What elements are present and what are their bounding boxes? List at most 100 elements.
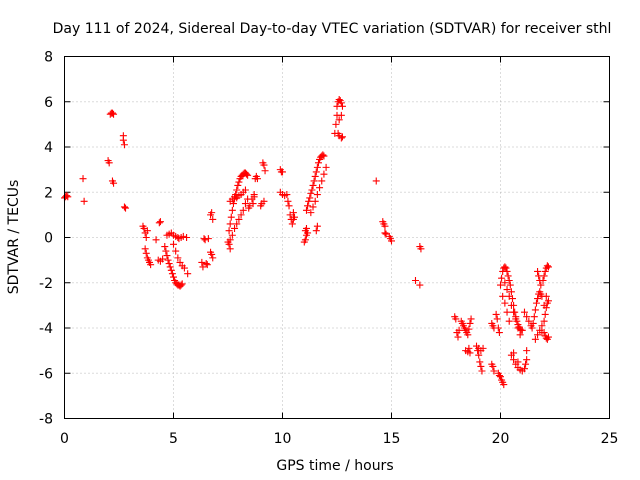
data-point [465,325,473,333]
data-point [464,331,472,339]
data-point [249,200,257,208]
data-point [311,197,319,205]
data-point [105,159,113,167]
data-point [142,249,150,257]
data-point [505,317,513,325]
data-point [388,237,395,245]
data-point [534,267,542,275]
data-point [499,292,507,300]
data-point [322,163,330,171]
x-axis-label: GPS time / hours [276,458,393,474]
data-point [168,270,176,278]
data-point [503,286,511,294]
data-point [466,349,474,357]
data-point [261,167,269,175]
data-point [523,356,531,364]
data-point [226,220,234,228]
data-point [155,219,163,227]
data-point [540,272,548,280]
data-point [512,315,520,323]
data-point [184,270,192,278]
data-point [110,110,118,118]
y-axis-label: SDTVAR / TECUs [6,180,22,295]
data-point [208,250,216,258]
data-point [302,206,310,214]
data-point [337,134,345,142]
data-point [452,315,460,323]
data-point [531,306,539,314]
data-point [177,281,185,289]
data-point [497,373,504,381]
data-point [309,203,317,211]
data-point [514,358,522,366]
y-tick-label: 0 [44,231,53,247]
data-point [250,193,258,201]
data-point [198,258,206,266]
data-point [516,331,524,339]
data-point [304,202,312,210]
data-point [320,170,328,178]
data-point [501,263,509,271]
data-point [305,197,313,205]
data-point [532,299,540,307]
data-point [226,245,234,253]
data-point [199,263,207,271]
data-point [504,272,512,280]
data-point [498,274,506,282]
data-point [302,224,310,232]
data-point [204,235,212,243]
data-point [307,189,315,197]
data-point [110,179,118,187]
data-point [510,349,518,357]
data-point [534,295,542,303]
data-point [162,247,170,255]
data-point [510,308,518,316]
data-point [301,236,309,244]
data-points [61,95,552,389]
data-point [166,263,174,271]
data-point [260,161,268,169]
data-point [233,220,241,228]
data-point [523,313,531,321]
data-point [237,211,245,219]
data-point [529,319,537,327]
y-tick-label: -4 [39,321,53,337]
data-point [165,260,173,268]
data-point [253,175,261,183]
data-point [465,344,473,352]
tick-labels: 0 5 10 15 20 25 -8 -6 -4 -2 0 2 4 6 8 [39,50,618,448]
data-point [227,213,235,221]
data-point [64,193,72,201]
data-point [493,315,501,323]
data-point [505,276,513,284]
data-point [152,236,160,244]
data-point [241,186,249,194]
data-point [283,191,291,199]
data-point [233,186,241,194]
data-point [170,273,177,281]
data-point [156,218,164,226]
data-point [479,344,487,352]
data-point [142,234,150,241]
data-point [119,136,127,144]
data-point [313,222,321,230]
data-point [520,308,528,316]
data-point [201,236,209,244]
data-point [454,333,462,341]
data-point [183,234,191,241]
chart-title: Day 111 of 2024, Sidereal Day-to-day VTE… [53,21,612,37]
data-point [209,254,217,262]
y-tick-label: -2 [39,276,53,292]
data-point [120,141,128,149]
data-point [497,281,504,289]
data-point [337,111,345,119]
data-point [161,243,169,251]
data-point [335,116,343,124]
data-point [540,301,548,309]
data-point [209,215,217,223]
data-point [381,222,389,230]
data-point [231,224,239,232]
data-point [260,197,268,205]
data-point [308,186,316,194]
